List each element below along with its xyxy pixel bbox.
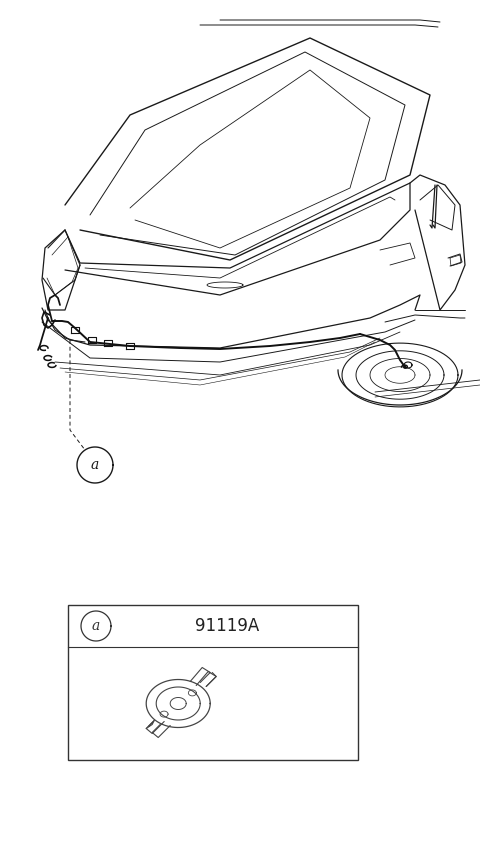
Text: a: a	[92, 619, 100, 633]
Bar	[68, 605, 358, 760]
Text: a: a	[91, 458, 99, 472]
Text: 91119A: 91119A	[195, 617, 260, 635]
